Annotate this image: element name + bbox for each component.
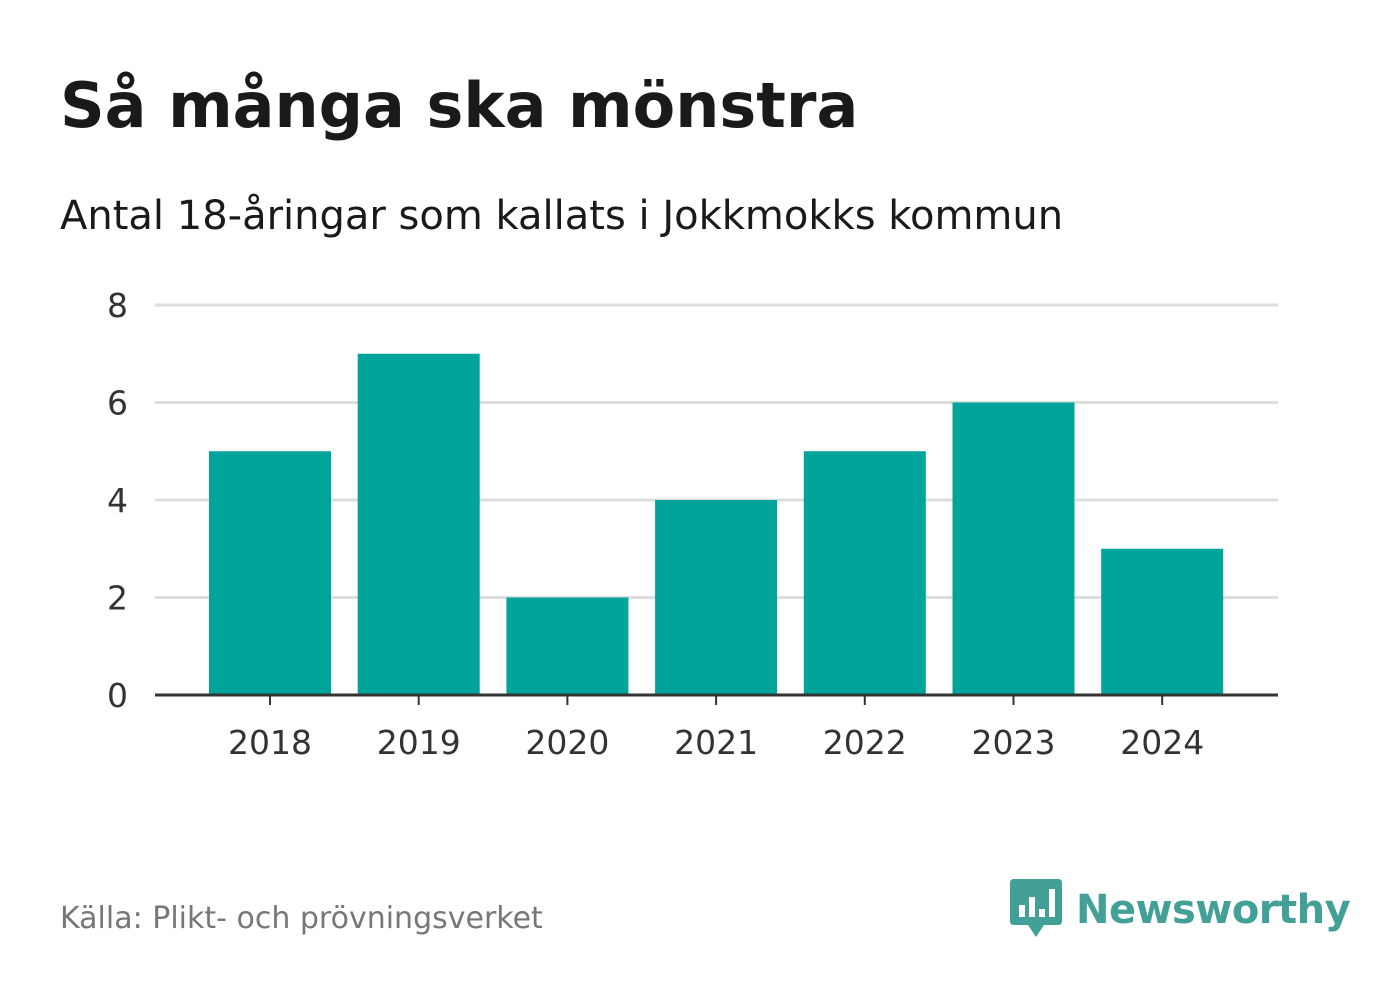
y-tick-label: 8 bbox=[107, 286, 128, 325]
y-tick-label: 4 bbox=[107, 481, 128, 520]
bar-2023 bbox=[952, 402, 1075, 695]
x-tick-label: 2020 bbox=[525, 723, 609, 762]
bar-2021 bbox=[655, 500, 778, 695]
y-tick-label: 0 bbox=[107, 676, 128, 715]
y-tick-label: 6 bbox=[107, 384, 128, 423]
x-tick-label: 2024 bbox=[1120, 723, 1204, 762]
chart-title: Så många ska mönstra bbox=[60, 69, 859, 142]
y-tick-label: 2 bbox=[107, 579, 128, 618]
x-tick-label: 2019 bbox=[377, 723, 461, 762]
x-tick-label: 2018 bbox=[228, 723, 312, 762]
bars bbox=[209, 353, 1224, 695]
bar-2020 bbox=[506, 597, 629, 695]
x-tick-label: 2021 bbox=[674, 723, 758, 762]
bar-2019 bbox=[357, 353, 480, 695]
x-tick-label: 2023 bbox=[972, 723, 1056, 762]
source-note: Källa: Plikt- och prövningsverket bbox=[60, 901, 543, 936]
x-tick-label: 2022 bbox=[823, 723, 907, 762]
axes: 0 2 4 6 8 2018 2019 2020 2021 2022 2023 2024 bbox=[107, 286, 1278, 762]
bar-2022 bbox=[803, 451, 926, 695]
newsworthy-logo-icon bbox=[1010, 879, 1062, 937]
bar-2024 bbox=[1101, 548, 1224, 695]
bar-2018 bbox=[209, 451, 331, 695]
chart-subtitle: Antal 18-åringar som kallats i Jokkmokks… bbox=[60, 193, 1064, 239]
brand-name: Newsworthy bbox=[1076, 887, 1351, 933]
brand-logo: Newsworthy bbox=[1010, 878, 1351, 942]
